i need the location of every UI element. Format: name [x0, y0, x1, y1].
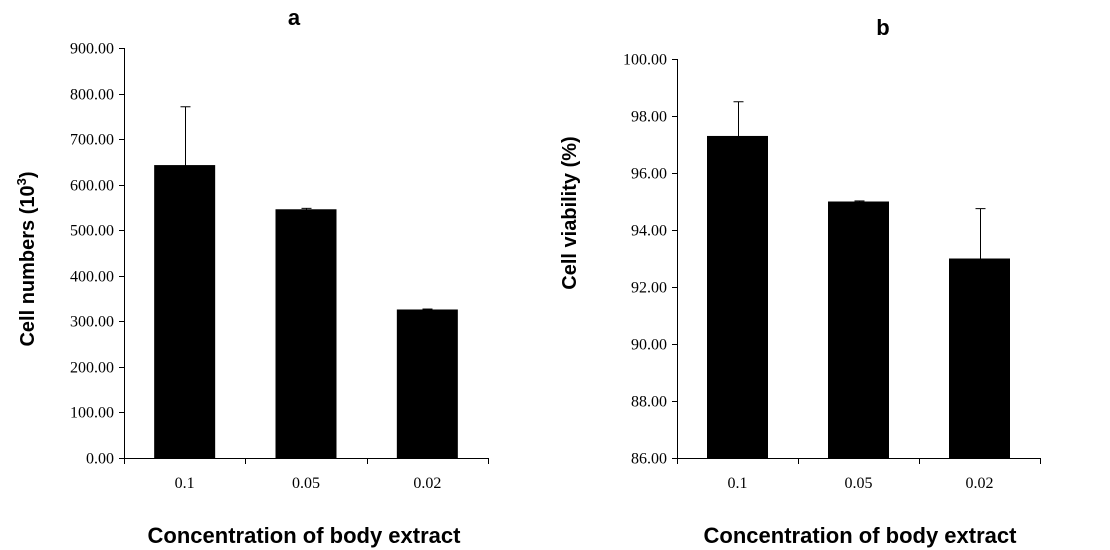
panel-a-bar [154, 165, 216, 459]
panel-a-y-tick-label: 100.00 [70, 405, 114, 422]
panel-a-y-tick-label: 500.00 [70, 223, 114, 240]
panel-b-y-tick-label: 98.00 [631, 109, 667, 126]
panel-b-y-tick-label: 88.00 [631, 394, 667, 411]
panel-a-y-axis-label: Cell numbers (103) [14, 171, 39, 346]
panel-b-y-tick-label: 94.00 [631, 223, 667, 240]
panel-a-bar [275, 209, 337, 458]
panel-b-y-tick-label: 100.00 [623, 52, 667, 69]
panel-b-category-label: 0.1 [728, 475, 748, 492]
panel-b-error-bars [733, 101, 986, 309]
panel-a-y-tick-label: 700.00 [70, 132, 114, 149]
panel-a-y-tick-label: 600.00 [70, 178, 114, 195]
panel-b-title: b [876, 15, 889, 40]
panel-a-title: a [288, 5, 301, 30]
panel-a: a Cell numbers (103) Concentration of bo… [14, 5, 489, 548]
panel-a-y-tick-label: 800.00 [70, 87, 114, 104]
panel-b-category-label: 0.02 [966, 475, 994, 492]
panel-a-category-label: 0.05 [292, 475, 320, 492]
panel-a-y-tick-label: 300.00 [70, 314, 114, 331]
panel-a-y-tick-label: 900.00 [70, 41, 114, 58]
panel-b-ticks: 86.00 88.00 90.00 92.00 94.00 96.00 98.00 100.0… [623, 52, 1041, 468]
panel-b-y-tick-label: 90.00 [631, 337, 667, 354]
panel-a-y-tick-label: 0.00 [86, 451, 114, 468]
panel-b-y-tick-label: 86.00 [631, 451, 667, 468]
panel-b-x-axis-label: Concentration of body extract [704, 523, 1018, 548]
panel-b-category-labels: 0.1 0.05 0.02 [728, 475, 994, 492]
panel-a-category-label: 0.1 [175, 475, 195, 492]
panel-a-y-tick-label: 200.00 [70, 360, 114, 377]
panel-b-bar [949, 258, 1010, 458]
panel-a-category-labels: 0.1 0.05 0.02 [175, 475, 442, 492]
panel-b-y-tick-label: 96.00 [631, 166, 667, 183]
panel-a-category-label: 0.02 [413, 475, 441, 492]
panel-b-bars [707, 135, 1010, 458]
panel-a-bar [396, 309, 458, 458]
panel-b-y-tick-label: 92.00 [631, 280, 667, 297]
panel-b: b Cell viability (%) Concentration of bo… [559, 15, 1041, 548]
panel-a-ticks: 0.00 100.00 200.00 300.00 400.00 500.00 600.00… [70, 41, 489, 468]
panel-b-y-axis-label: Cell viability (%) [559, 136, 581, 289]
panel-a-y-tick-label: 400.00 [70, 269, 114, 286]
panel-b-category-label: 0.05 [845, 475, 873, 492]
panel-b-bar [707, 135, 768, 458]
panel-a-x-axis-label: Concentration of body extract [148, 523, 462, 548]
panel-a-error-bars [180, 106, 433, 311]
panel-b-bar [828, 201, 889, 458]
panel-a-bars [154, 165, 458, 459]
